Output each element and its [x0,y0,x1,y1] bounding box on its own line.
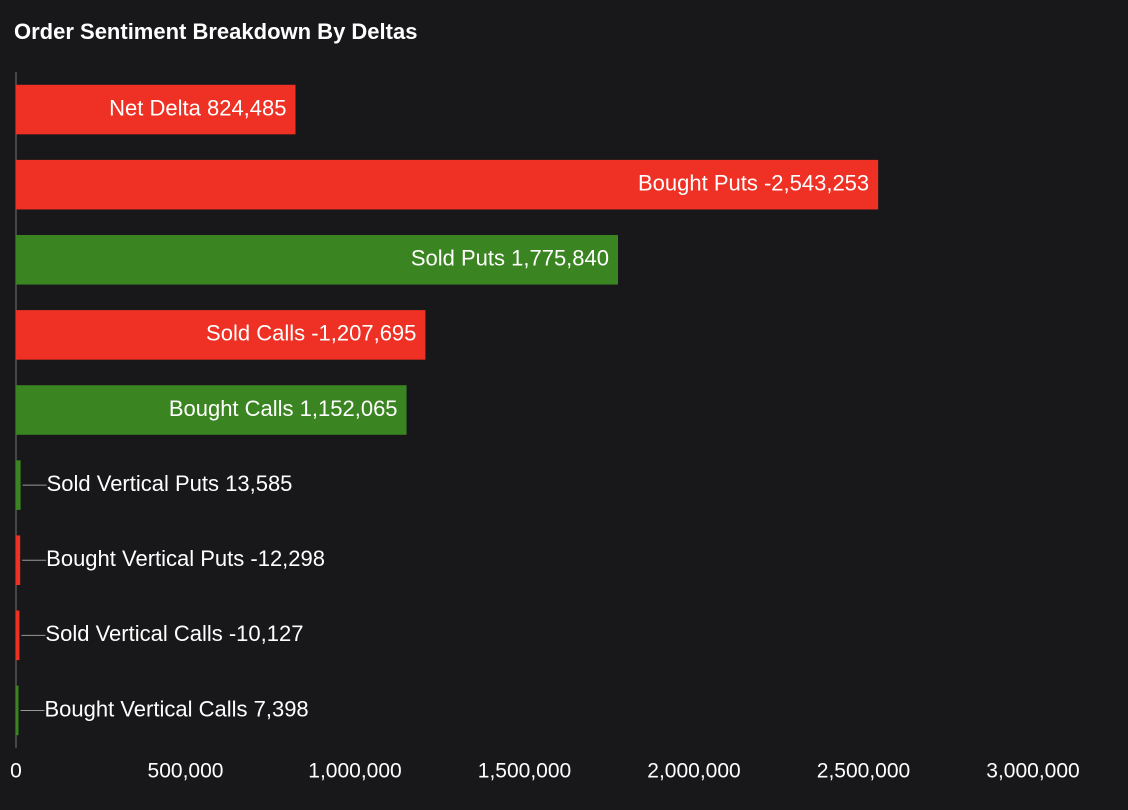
x-tick-label: 2,500,000 [817,760,910,783]
data-label: Bought Calls 1,152,065 [169,396,398,421]
data-label: Bought Vertical Puts -12,298 [46,546,325,571]
bar [16,310,426,360]
data-label: Sold Vertical Calls -10,127 [45,621,303,646]
data-label: Sold Puts 1,775,840 [411,246,609,271]
bar [16,84,296,135]
bar [16,234,619,285]
data-label: Net Delta 824,485 [109,95,286,120]
bar [16,610,20,661]
data-label: Bought Puts -2,543,253 [638,170,869,195]
bar [16,685,19,736]
chart-title: Order Sentiment Breakdown By Deltas [14,19,417,44]
bar [16,535,21,586]
x-tick-label: 1,000,000 [308,760,401,783]
data-label: Sold Vertical Puts 13,585 [47,471,293,496]
x-tick-label: 500,000 [148,760,224,783]
bar [16,159,879,210]
x-tick-label: 2,000,000 [647,760,740,783]
x-tick-label: 1,500,000 [478,760,571,783]
bar [16,460,21,510]
data-label: Sold Calls -1,207,695 [206,321,416,346]
x-tick-label: 3,000,000 [986,760,1079,783]
x-tick-label: 0 [10,760,22,783]
data-label: Bought Vertical Calls 7,398 [45,696,309,721]
bar [16,385,407,435]
